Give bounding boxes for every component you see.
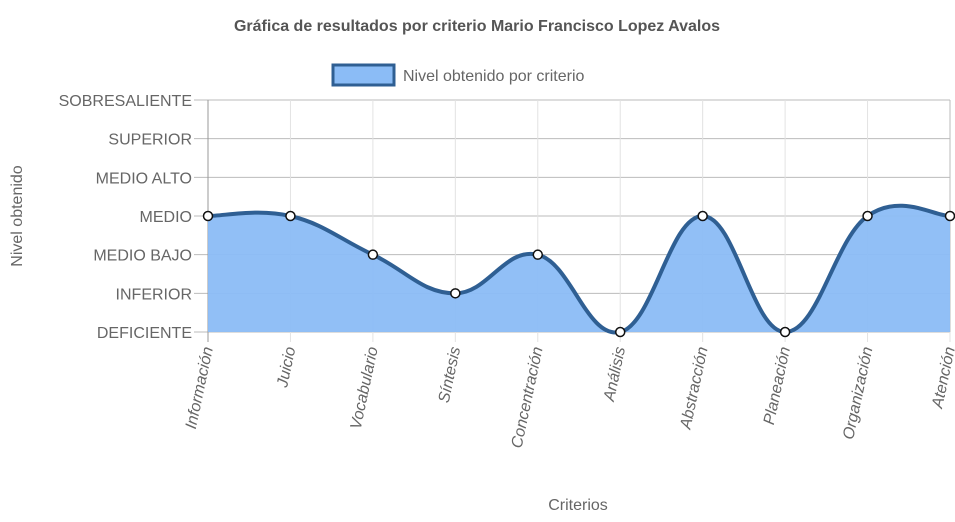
x-tick-label: Organización <box>840 345 876 441</box>
data-point[interactable] <box>285 210 296 222</box>
x-tick-label: Atención <box>929 345 955 411</box>
plot-area <box>207 203 951 335</box>
data-point[interactable] <box>367 249 379 260</box>
data-point[interactable] <box>697 210 708 222</box>
series-area <box>208 205 950 333</box>
y-tick-label: SOBRESALIENTE <box>59 93 192 110</box>
legend[interactable]: Nivel obtenido por criterio <box>331 63 585 87</box>
y-tick-label: DEFICIENTE <box>97 325 192 342</box>
data-points <box>202 210 955 338</box>
y-axis-ticks: DEFICIENTE INFERIOR MEDIO BAJO MEDIO MEDIO A… <box>59 93 192 342</box>
y-tick-label: MEDIO ALTO <box>96 170 192 187</box>
data-point[interactable] <box>202 210 214 222</box>
chart-title: Gráfica de resultados por criterio Mario… <box>234 18 720 35</box>
data-point[interactable] <box>614 326 626 338</box>
x-axis-ticks: Información Juicio Vocabulario Síntesis Conc… <box>183 345 955 450</box>
y-tick-label: INFERIOR <box>116 286 192 303</box>
data-point[interactable] <box>862 210 873 222</box>
legend-label: Nivel obtenido por criterio <box>403 68 585 85</box>
x-axis-title: Criterios <box>548 497 608 514</box>
y-tick-label: SUPERIOR <box>108 132 192 149</box>
x-tick-label: Abstracción <box>677 345 711 431</box>
legend-swatch <box>331 63 396 87</box>
y-tick-label: MEDIO BAJO <box>93 248 192 265</box>
x-tick-label: Vocabulario <box>348 345 382 431</box>
data-point[interactable] <box>779 326 791 338</box>
x-tick-label: Análisis <box>601 345 629 403</box>
y-tick-label: MEDIO <box>140 209 192 226</box>
x-tick-label: Información <box>183 345 217 430</box>
y-axis-title: Nivel obtenido <box>9 165 26 267</box>
data-point[interactable] <box>944 210 955 222</box>
data-point[interactable] <box>532 249 544 260</box>
x-tick-label: Concentración <box>509 345 547 450</box>
x-tick-label: Juicio <box>274 345 299 390</box>
data-point[interactable] <box>450 288 461 299</box>
x-tick-label: Planeación <box>761 345 794 426</box>
series-line <box>207 203 951 335</box>
x-tick-label: Síntesis <box>436 345 464 404</box>
